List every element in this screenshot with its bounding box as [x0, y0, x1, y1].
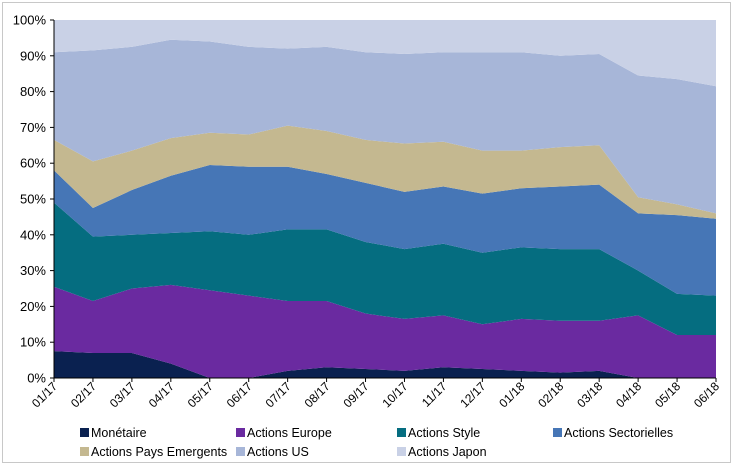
x-tick-label: 11/17: [419, 379, 450, 410]
legend-item-actions-style: Actions Style: [397, 426, 480, 440]
legend-label: Actions Japon: [408, 445, 487, 459]
y-tick-label: 30%: [20, 263, 46, 278]
x-tick-label: 02/17: [68, 379, 99, 410]
legend-label: Actions Europe: [247, 426, 332, 440]
y-tick-label: 10%: [20, 335, 46, 350]
x-axis-ticks: 01/17 02/17 03/17 04/17 05/17 06/17 07/17 08/17…: [29, 378, 722, 410]
legend-swatch: [236, 447, 245, 456]
y-tick-label: 90%: [20, 48, 46, 63]
legend-item-actions-japon: Actions Japon: [397, 445, 487, 459]
x-tick-label: 10/17: [379, 379, 410, 410]
area-actions-sectorielles: [54, 164, 716, 296]
y-tick-label: 0%: [27, 371, 46, 386]
x-tick-label: 03/17: [107, 379, 138, 410]
area-actions-us: [54, 39, 716, 214]
x-tick-label: 12/17: [457, 379, 488, 410]
x-tick-label: 08/17: [302, 379, 333, 410]
legend-swatch: [80, 428, 89, 437]
legend-label: Actions Sectorielles: [564, 426, 673, 440]
area-actions-style: [54, 202, 716, 336]
x-tick-label: 01/18: [496, 379, 527, 410]
y-tick-label: 40%: [20, 227, 46, 242]
legend: Monétaire Actions Europe Actions Style Acti…: [80, 426, 673, 459]
legend-swatch: [553, 428, 562, 437]
y-tick-label: 20%: [20, 299, 46, 314]
y-tick-label: 50%: [20, 192, 46, 207]
y-tick-label: 60%: [20, 156, 46, 171]
legend-swatch: [397, 428, 406, 437]
legend-label: Actions Pays Emergents: [91, 445, 227, 459]
x-tick-label: 04/18: [613, 379, 644, 410]
y-tick-label: 100%: [13, 13, 47, 28]
legend-item-actions-us: Actions US: [236, 445, 309, 459]
x-tick-label: 05/17: [185, 379, 216, 410]
legend-swatch: [236, 428, 245, 437]
legend-label: Actions US: [247, 445, 309, 459]
x-tick-label: 07/17: [263, 379, 294, 410]
area-series-group: [54, 20, 716, 378]
area-monetaire: [54, 351, 716, 378]
y-tick-label: 70%: [20, 120, 46, 135]
legend-item-actions-pays-emergents: Actions Pays Emergents: [80, 445, 227, 459]
y-tick-label: 80%: [20, 84, 46, 99]
legend-label: Actions Style: [408, 426, 480, 440]
area-actions-japon: [54, 20, 716, 87]
area-actions-pays-emergents: [54, 125, 716, 219]
x-tick-label: 05/18: [652, 379, 683, 410]
y-axis-ticks: 0% 10% 20% 30% 40% 50% 60% 70% 80% 90% 100%: [13, 13, 54, 386]
area-actions-europe: [54, 284, 716, 378]
legend-swatch: [397, 447, 406, 456]
legend-swatch: [80, 447, 89, 456]
legend-item-monetaire: Monétaire: [80, 426, 147, 440]
x-tick-label: 06/17: [224, 379, 255, 410]
x-tick-label: 04/17: [146, 379, 177, 410]
legend-item-actions-europe: Actions Europe: [236, 426, 332, 440]
legend-item-actions-sectorielles: Actions Sectorielles: [553, 426, 673, 440]
x-tick-label: 02/18: [535, 379, 566, 410]
legend-label: Monétaire: [91, 426, 147, 440]
x-tick-label: 09/17: [341, 379, 372, 410]
x-tick-label: 06/18: [691, 379, 722, 410]
x-tick-label: 03/18: [574, 379, 605, 410]
